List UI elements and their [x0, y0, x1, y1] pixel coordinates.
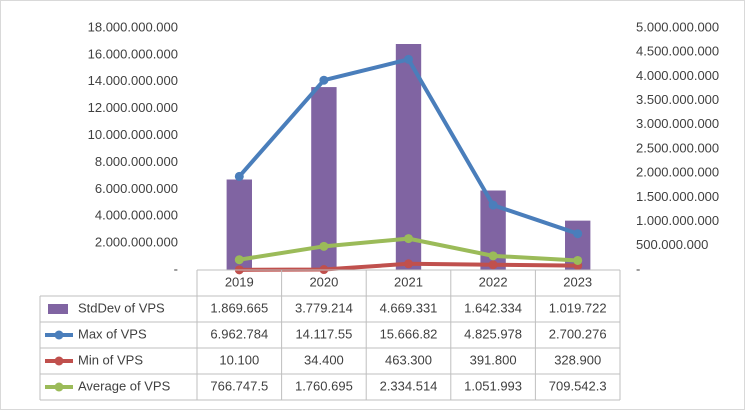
y-tick-label: 10.000.000.000	[88, 127, 178, 142]
y-tick-label: -	[174, 261, 178, 276]
marker	[319, 75, 329, 85]
y2-tick-label: 3.000.000.000	[636, 116, 719, 131]
x-tick-label: 2022	[479, 274, 508, 289]
marker	[404, 234, 413, 244]
table-cell: 1.869.665	[210, 300, 268, 315]
table-cell: 328.900	[554, 352, 601, 367]
table-cell: 2.700.276	[549, 326, 607, 341]
bar	[395, 44, 422, 270]
marker	[488, 200, 498, 210]
y2-tick-label: 3.500.000.000	[636, 92, 719, 107]
y2-tick-label: 1.000.000.000	[636, 213, 719, 228]
table-cell: 4.825.978	[464, 326, 522, 341]
legend-key	[54, 382, 64, 392]
y-tick-label: 4.000.000.000	[95, 208, 178, 223]
y-tick-label: 8.000.000.000	[95, 154, 178, 169]
legend-key	[54, 356, 64, 366]
legend-label: StdDev of VPS	[78, 300, 165, 315]
marker	[234, 171, 244, 181]
x-tick-label: 2021	[394, 274, 423, 289]
table-cell: 2.334.514	[380, 378, 438, 393]
marker	[573, 229, 583, 239]
y2-tick-label: 4.000.000.000	[636, 68, 719, 83]
bar	[311, 87, 337, 270]
y-tick-label: 18.000.000.000	[88, 19, 178, 34]
marker	[488, 260, 498, 270]
y2-tick-label: 2.000.000.000	[636, 165, 719, 180]
table-cell: 14.117.55	[295, 326, 352, 341]
legend-key	[48, 304, 68, 314]
marker	[488, 251, 498, 261]
table-cell: 1.019.722	[549, 300, 607, 315]
marker	[404, 54, 413, 64]
table-cell: 6.962.784	[210, 326, 268, 341]
table-cell: 1.760.695	[295, 378, 353, 393]
y2-tick-label: 4.500.000.000	[636, 44, 719, 59]
table-cell: 391.800	[470, 352, 517, 367]
y-tick-label: 12.000.000.000	[88, 100, 178, 115]
y-tick-label: 16.000.000.000	[88, 46, 178, 61]
y-tick-label: 6.000.000.000	[95, 181, 178, 196]
x-tick-label: 2023	[563, 274, 592, 289]
table-cell: 10.100	[219, 352, 259, 367]
marker	[234, 255, 244, 265]
legend-label: Max of VPS	[78, 326, 147, 341]
table-cell: 709.542.3	[549, 378, 607, 393]
table-cell: 766.747.5	[210, 378, 268, 393]
table-cell: 1.642.334	[464, 300, 522, 315]
table-cell: 1.051.993	[464, 378, 522, 393]
legend-key	[54, 330, 64, 340]
table-cell: 34.400	[304, 352, 344, 367]
x-tick-label: 2020	[309, 274, 338, 289]
marker	[573, 255, 583, 265]
y2-tick-label: -	[636, 261, 640, 276]
y2-tick-label: 500.000.000	[636, 237, 708, 252]
legend-label: Min of VPS	[78, 352, 143, 367]
bar	[226, 179, 252, 270]
y2-tick-label: 2.500.000.000	[636, 140, 719, 155]
marker	[319, 241, 329, 251]
table-cell: 15.666.82	[380, 326, 438, 341]
legend-label: Average of VPS	[78, 378, 171, 393]
y-tick-label: 2.000.000.000	[95, 235, 178, 250]
table-cell: 463.300	[385, 352, 432, 367]
marker	[404, 259, 413, 269]
x-tick-label: 2019	[225, 274, 254, 289]
table-cell: 3.779.214	[295, 300, 353, 315]
y2-tick-label: 1.500.000.000	[636, 189, 719, 204]
y-tick-label: 14.000.000.000	[88, 73, 178, 88]
y2-tick-label: 5.000.000.000	[636, 19, 719, 34]
table-cell: 4.669.331	[380, 300, 438, 315]
